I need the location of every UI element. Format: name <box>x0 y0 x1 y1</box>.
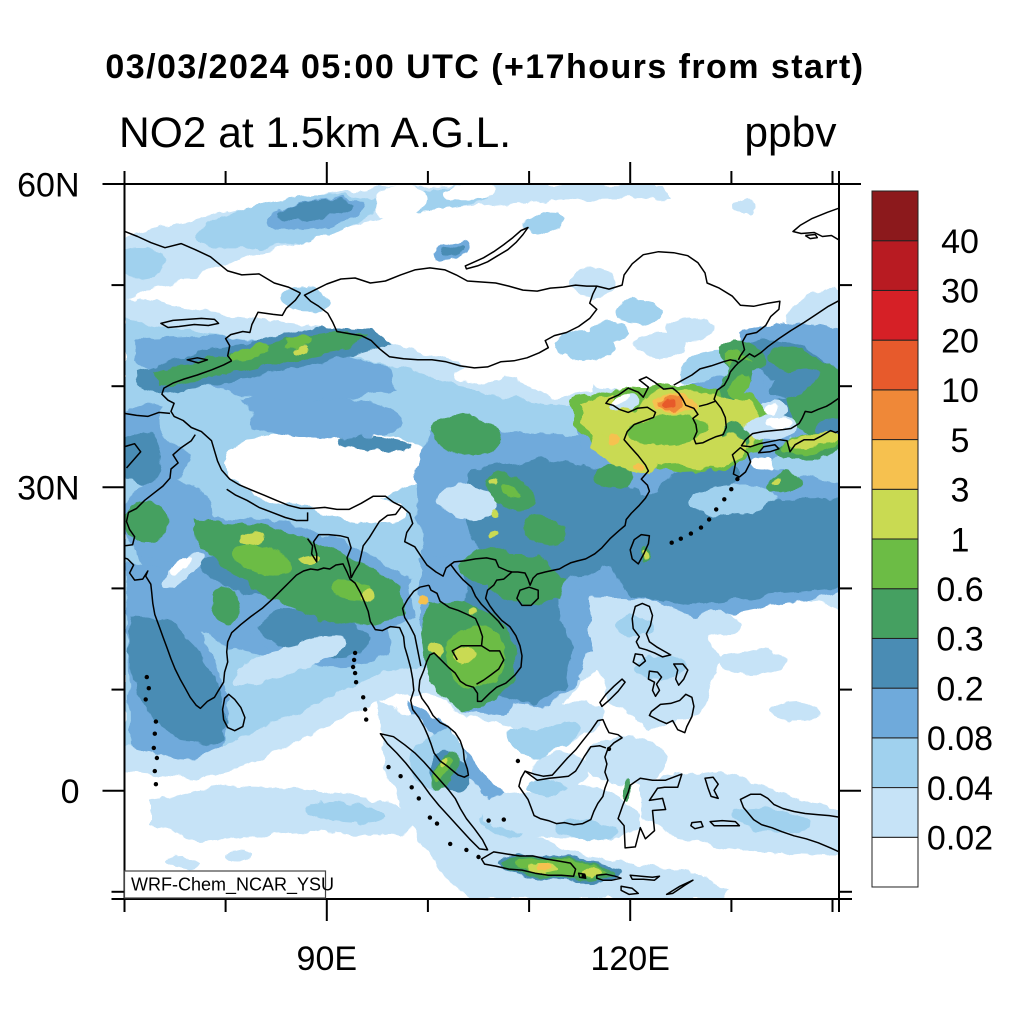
svg-text:40: 40 <box>941 223 979 261</box>
svg-text:ppbv: ppbv <box>744 110 837 157</box>
svg-text:30N: 30N <box>17 470 79 508</box>
svg-text:0.04: 0.04 <box>927 770 993 808</box>
svg-text:30: 30 <box>941 273 979 311</box>
svg-text:0.02: 0.02 <box>927 820 993 858</box>
svg-text:3: 3 <box>951 472 970 510</box>
svg-text:0.08: 0.08 <box>927 720 993 758</box>
svg-text:0: 0 <box>61 773 80 811</box>
svg-text:60N: 60N <box>17 166 79 204</box>
svg-text:5: 5 <box>951 422 970 460</box>
svg-text:1: 1 <box>951 521 970 559</box>
svg-text:WRF-Chem_NCAR_YSU: WRF-Chem_NCAR_YSU <box>131 875 334 896</box>
svg-text:0.3: 0.3 <box>936 621 983 659</box>
svg-text:NO2 at 1.5km A.G.L.: NO2 at 1.5km A.G.L. <box>119 110 511 157</box>
svg-text:120E: 120E <box>590 940 669 978</box>
svg-text:20: 20 <box>941 322 979 360</box>
svg-text:0.2: 0.2 <box>936 670 983 708</box>
svg-text:90E: 90E <box>297 940 358 978</box>
svg-text:03/03/2024 05:00 UTC (+17hours: 03/03/2024 05:00 UTC (+17hours from star… <box>105 48 864 86</box>
svg-text:10: 10 <box>941 372 979 410</box>
svg-text:0.6: 0.6 <box>936 571 983 609</box>
